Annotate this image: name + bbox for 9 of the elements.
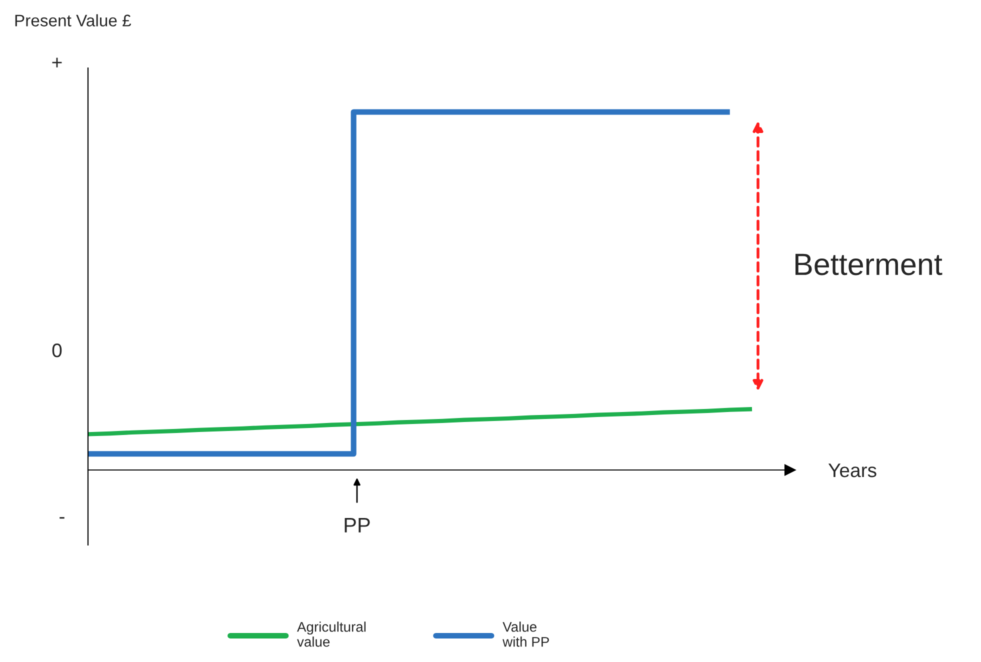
text: -	[60, 517, 64, 519]
text: 0	[52, 343, 62, 358]
legend-label: Agricultural value	[297, 622, 366, 647]
text: +	[52, 58, 62, 68]
text: PP	[344, 518, 370, 532]
x-axis-title: Years	[828, 464, 876, 478]
text: Present Value £	[15, 14, 132, 26]
text: Betterment	[796, 254, 942, 276]
legend-label: Value with PP	[502, 622, 549, 647]
